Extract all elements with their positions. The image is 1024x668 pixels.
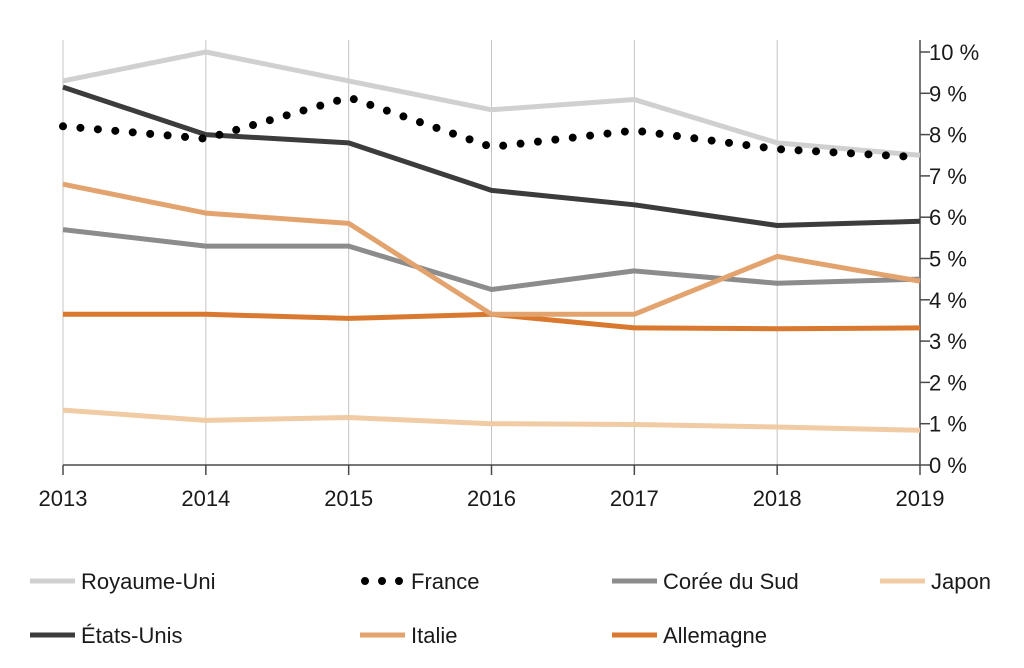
x-tick-label: 2019 (896, 486, 945, 511)
legend-item-italie: Italie (360, 623, 457, 648)
y-tick-label: 10 % (929, 40, 979, 65)
legend-label: France (411, 569, 479, 594)
y-tick-label: 3 % (929, 329, 967, 354)
series-line-japon (62, 407, 921, 433)
y-tick-label: 4 % (929, 288, 967, 313)
series-line-france (59, 93, 924, 162)
legend-label: Japon (931, 569, 991, 594)
legend-item-france: France (361, 569, 479, 594)
legend-item-allemagne: Allemagne (612, 623, 767, 648)
x-tick-label: 2014 (181, 486, 230, 511)
series-line-royaume-uni (62, 49, 921, 158)
y-tick-label: 7 % (929, 164, 967, 189)
legend-label: États-Unis (81, 623, 182, 648)
legend-label: Corée du Sud (663, 569, 799, 594)
tick-labels: 0 % 1 % 2 % 3 % 4 % 5 % 6 % 7 % 8 % 9 % 10 % 2013 20… (39, 40, 980, 511)
x-tick-label: 2017 (610, 486, 659, 511)
series-line-etats-unis (62, 84, 921, 228)
y-tick-label: 9 % (929, 81, 967, 106)
y-tick-label: 6 % (929, 205, 967, 230)
axes (62, 40, 930, 475)
y-tick-label: 2 % (929, 370, 967, 395)
gridlines (62, 40, 778, 465)
series-line-italie (62, 181, 921, 317)
legend-label: Royaume-Uni (81, 569, 216, 594)
legend-label: Allemagne (663, 623, 767, 648)
series-line-coree-du-sud (62, 227, 921, 292)
x-tick-label: 2015 (324, 486, 373, 511)
legend-item-etats-unis: États-Unis (30, 623, 182, 648)
y-tick-label: 1 % (929, 412, 967, 437)
legend-item-royaume-uni: Royaume-Uni (30, 569, 216, 594)
y-tick-label: 5 % (929, 247, 967, 272)
legend-item-coree-du-sud: Corée du Sud (612, 569, 799, 594)
series-lines (59, 49, 924, 433)
y-tick-label: 8 % (929, 123, 967, 148)
legend: Royaume-Uni France Corée du Sud Japon États-… (30, 569, 991, 648)
legend-item-japon: Japon (880, 569, 991, 594)
y-tick-label: 0 % (929, 453, 967, 478)
x-tick-label: 2013 (39, 486, 88, 511)
legend-label: Italie (411, 623, 457, 648)
x-tick-label: 2016 (467, 486, 516, 511)
x-tick-label: 2018 (753, 486, 802, 511)
